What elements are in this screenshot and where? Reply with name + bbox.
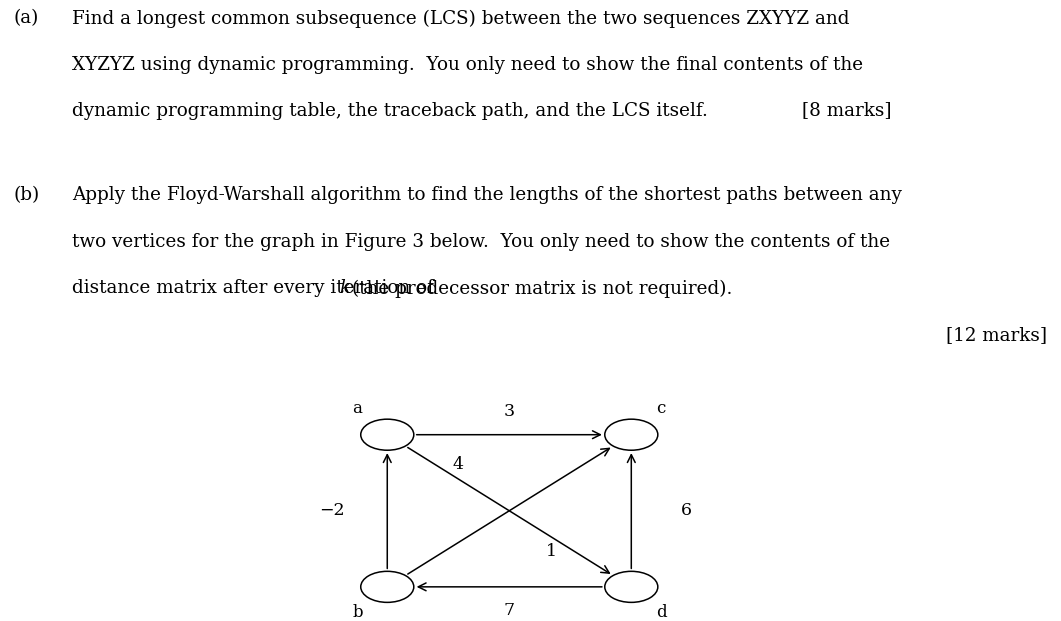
Text: two vertices for the graph in Figure 3 below.  You only need to show the content: two vertices for the graph in Figure 3 b… — [72, 233, 890, 251]
Text: 4: 4 — [453, 456, 464, 473]
Circle shape — [605, 419, 658, 450]
Text: (b): (b) — [14, 186, 40, 204]
Text: b: b — [352, 604, 363, 621]
Text: d: d — [656, 604, 666, 621]
Text: −2: −2 — [319, 502, 345, 519]
Text: (the predecessor matrix is not required).: (the predecessor matrix is not required)… — [346, 279, 732, 297]
Text: k: k — [340, 279, 351, 297]
Text: distance matrix after every iteration of: distance matrix after every iteration of — [72, 279, 440, 297]
Text: 7: 7 — [504, 602, 515, 619]
Text: (a): (a) — [14, 9, 39, 27]
Text: XYZYZ using dynamic programming.  You only need to show the final contents of th: XYZYZ using dynamic programming. You onl… — [72, 56, 864, 74]
Text: Find a longest common subsequence (LCS) between the two sequences ZXYYZ and: Find a longest common subsequence (LCS) … — [72, 9, 850, 27]
Circle shape — [605, 571, 658, 602]
Circle shape — [361, 571, 414, 602]
Text: [12 marks]: [12 marks] — [946, 326, 1047, 344]
Text: 3: 3 — [504, 402, 515, 420]
Text: a: a — [352, 400, 363, 417]
Text: dynamic programming table, the traceback path, and the LCS itself.              : dynamic programming table, the traceback… — [72, 102, 892, 120]
Circle shape — [361, 419, 414, 450]
Text: 1: 1 — [546, 543, 557, 560]
Text: c: c — [657, 400, 665, 417]
Text: 6: 6 — [681, 502, 692, 519]
Text: Apply the Floyd-Warshall algorithm to find the lengths of the shortest paths bet: Apply the Floyd-Warshall algorithm to fi… — [72, 186, 902, 204]
